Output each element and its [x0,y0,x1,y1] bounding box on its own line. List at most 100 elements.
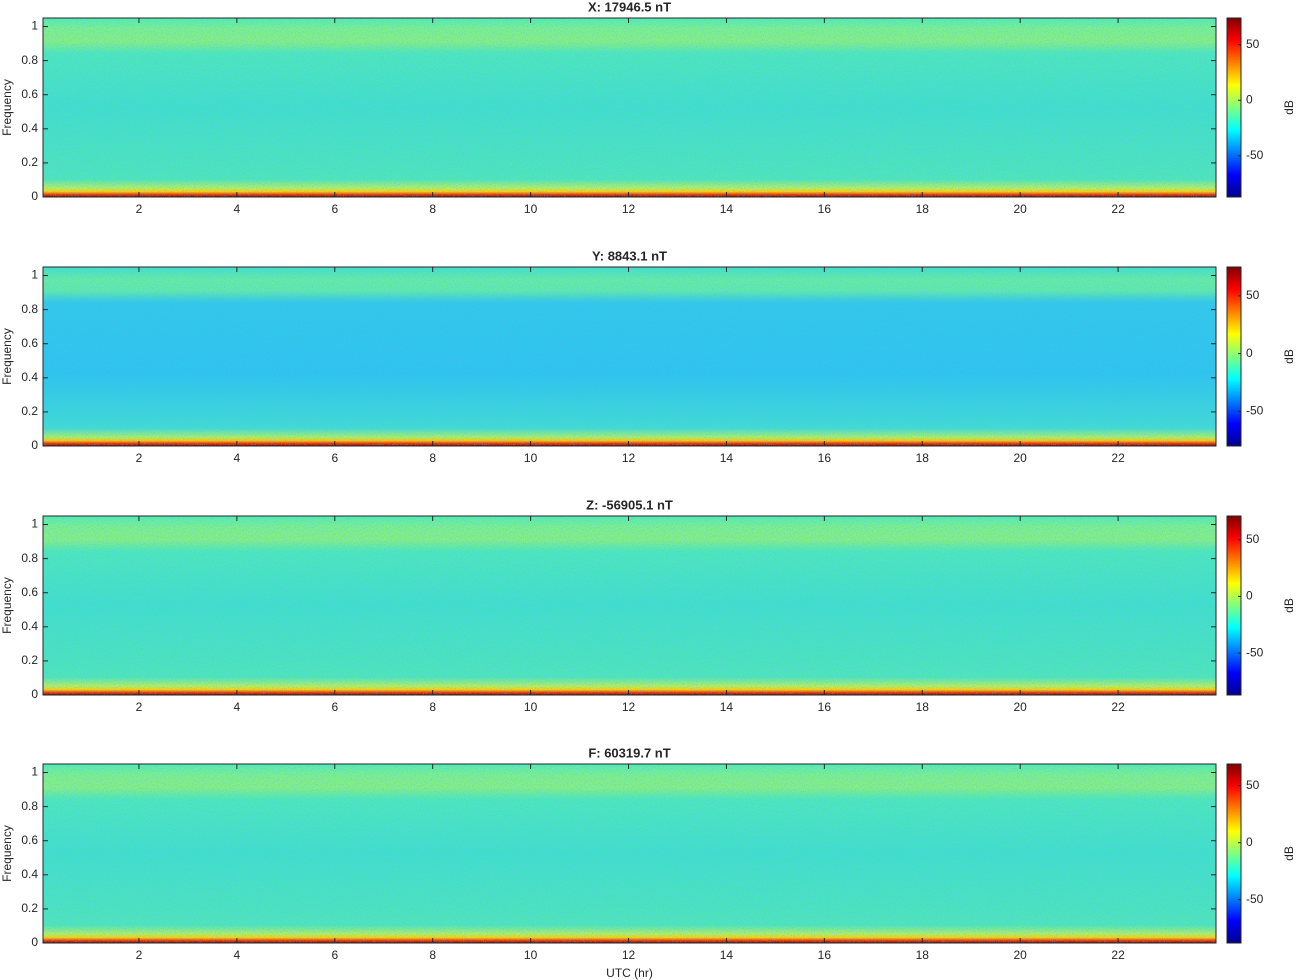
y-axis-label: Frequency [0,79,14,136]
plot-frame [42,17,1217,198]
spectrogram-noise [43,516,1216,695]
x-tick-label: 8 [429,451,436,465]
colorbar-tick-label: -50 [1246,404,1264,418]
colorbar-tick-label: 50 [1246,288,1260,302]
x-tick-label: 22 [1111,948,1125,962]
x-tick-label: 2 [136,202,143,216]
x-axis-label: UTC (hr) [606,966,653,980]
x-tick-label: 14 [720,202,734,216]
y-tick-label: 0.6 [21,336,38,350]
y-tick-label: 0 [31,935,38,949]
y-tick-label: 0.6 [21,87,38,101]
x-tick-label: 8 [429,700,436,714]
y-tick-label: 1 [31,19,38,33]
x-tick-label: 12 [622,451,636,465]
x-tick-label: 4 [234,948,241,962]
colorbar-tick-label: 0 [1246,589,1253,603]
x-tick-label: 16 [818,451,832,465]
x-tick-label: 6 [331,451,338,465]
x-tick-label: 10 [524,202,538,216]
x-tick-label: 22 [1111,451,1125,465]
y-tick-label: 0.2 [21,653,38,667]
y-tick-label: 0.4 [21,619,38,633]
x-tick-label: 14 [720,948,734,962]
plot-frame [42,763,1217,944]
colorbar-tick-label: 0 [1246,835,1253,849]
x-tick-label: 20 [1013,202,1027,216]
x-tick-label: 16 [818,202,832,216]
y-tick-label: 0.6 [21,585,38,599]
y-tick-label: 1 [31,268,38,282]
colorbar-tick-label: 50 [1246,778,1260,792]
y-tick-label: 1 [31,765,38,779]
colorbar [1226,515,1242,696]
colorbar-tick-label: -50 [1246,148,1264,162]
y-axis-label: Frequency [0,328,14,385]
x-tick-label: 22 [1111,202,1125,216]
colorbar-label: dB [1282,598,1296,613]
colorbar [1226,266,1242,447]
y-tick-label: 1 [31,517,38,531]
x-tick-label: 8 [429,202,436,216]
x-tick-label: 20 [1013,948,1027,962]
panel-title: X: 17946.5 nT [588,0,671,14]
y-axis-label: Frequency [0,577,14,634]
x-tick-label: 6 [331,948,338,962]
x-tick-label: 2 [136,948,143,962]
x-tick-label: 4 [234,202,241,216]
panel-title: F: 60319.7 nT [588,745,670,760]
panel-title: Y: 8843.1 nT [592,248,667,263]
colorbar-tick-label: 50 [1246,37,1260,51]
y-tick-label: 0.2 [21,901,38,915]
x-tick-label: 10 [524,948,538,962]
y-tick-label: 0.8 [21,302,38,316]
x-tick-label: 6 [331,700,338,714]
spectrogram-noise [43,267,1216,446]
spectrogram-noise [43,764,1216,943]
colorbar-tick-label: 50 [1246,532,1260,546]
x-tick-label: 12 [622,700,636,714]
y-tick-label: 0 [31,438,38,452]
colorbar-tick-label: -50 [1246,892,1264,906]
y-tick-label: 0.6 [21,833,38,847]
x-tick-label: 12 [622,202,636,216]
plot-frame [42,266,1217,447]
x-tick-label: 4 [234,451,241,465]
y-tick-label: 0 [31,687,38,701]
x-tick-label: 18 [916,948,930,962]
y-tick-label: 0.4 [21,121,38,135]
y-axis-label: Frequency [0,825,14,882]
colorbar [1226,17,1242,198]
x-tick-label: 12 [622,948,636,962]
panel-title: Z: -56905.1 nT [586,497,673,512]
y-tick-label: 0.4 [21,370,38,384]
y-tick-label: 0.2 [21,404,38,418]
x-tick-label: 16 [818,948,832,962]
colorbar-label: dB [1282,846,1296,861]
x-tick-label: 2 [136,451,143,465]
x-tick-label: 14 [720,451,734,465]
x-tick-label: 18 [916,700,930,714]
x-tick-label: 2 [136,700,143,714]
x-tick-label: 20 [1013,700,1027,714]
y-tick-label: 0.4 [21,867,38,881]
x-tick-label: 20 [1013,451,1027,465]
colorbar-tick-label: 0 [1246,346,1253,360]
colorbar-tick-label: 0 [1246,92,1253,106]
x-tick-label: 6 [331,202,338,216]
y-tick-label: 0.8 [21,551,38,565]
plot-frame [42,515,1217,696]
x-tick-label: 16 [818,700,832,714]
colorbar-tick-label: -50 [1246,645,1264,659]
x-tick-label: 18 [916,202,930,216]
colorbar-label: dB [1282,349,1296,364]
x-tick-label: 8 [429,948,436,962]
x-tick-label: 10 [524,451,538,465]
colorbar-label: dB [1282,100,1296,115]
spectrogram-noise [43,18,1216,197]
x-tick-label: 10 [524,700,538,714]
y-tick-label: 0 [31,189,38,203]
y-tick-label: 0.8 [21,53,38,67]
colorbar [1226,763,1242,944]
